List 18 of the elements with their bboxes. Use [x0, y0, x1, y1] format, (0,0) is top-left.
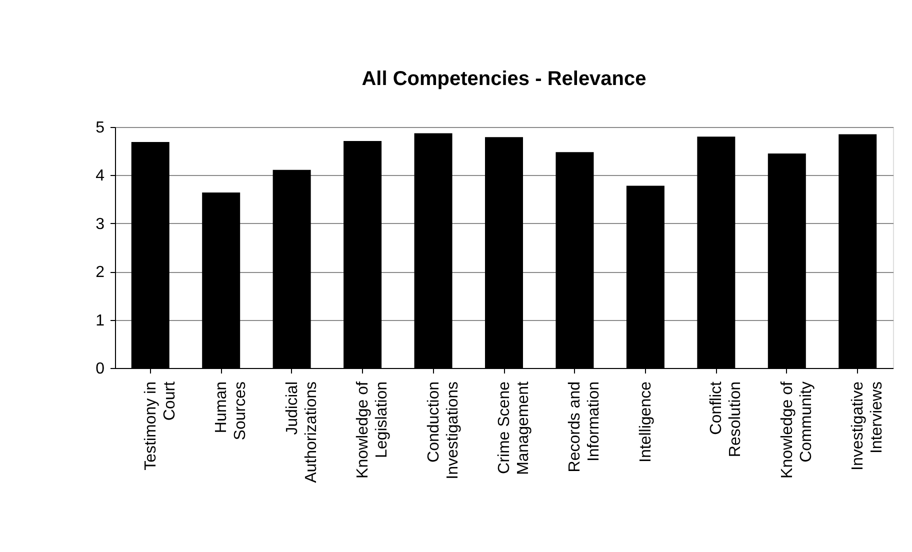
x-tick-label: Records and Information: [566, 382, 603, 472]
x-tick-label: Judicial Authorizations: [284, 382, 320, 483]
x-tick-label: Knowledge of Community: [778, 380, 815, 478]
x-tick-label: Crime Scene Management: [496, 380, 532, 475]
y-tick-label: 2: [96, 264, 105, 282]
x-tick-label: Intelligence: [637, 381, 654, 462]
y-tick-label: 1: [96, 312, 105, 330]
y-tick-label: 3: [96, 216, 105, 233]
y-tick-label: 4: [96, 168, 105, 185]
x-tick-label: Human Sources: [213, 382, 250, 440]
y-tick-label: 5: [96, 120, 105, 136]
chart-title: All Competencies - Relevance: [362, 68, 646, 90]
x-tick-label: Investigative Interviews: [850, 381, 886, 470]
x-tick-label: Conflict Resolution: [708, 380, 744, 458]
x-tick-label: Conduction Investigations: [425, 382, 462, 480]
x-tick-label: Testimony in Court: [142, 380, 178, 470]
x-tick-label: Knowledge of Legislation: [354, 380, 391, 478]
y-tick-label: 0: [96, 360, 105, 378]
